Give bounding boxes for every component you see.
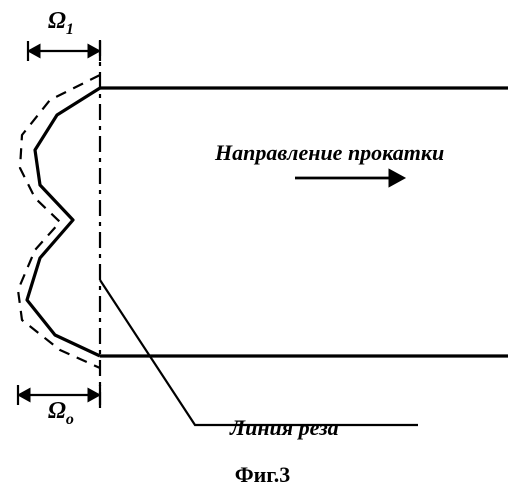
omega-1-sub: 1: [66, 21, 74, 38]
end-profile-dashed: [18, 75, 100, 368]
omega-1-label: Ω1: [48, 8, 74, 39]
omega-1-base: Ω: [48, 8, 66, 34]
omega-o-label: Ωo: [48, 398, 74, 429]
omega-o-base: Ω: [48, 398, 66, 424]
figure-caption: Фиг.3: [0, 462, 525, 488]
end-profile-solid: [27, 88, 100, 356]
omega-o-sub: o: [66, 411, 74, 428]
rolling-direction-label: Направление прокатки: [215, 140, 444, 166]
cut-line-leader: [100, 280, 418, 425]
cut-line-label: Линия реза: [230, 415, 339, 441]
